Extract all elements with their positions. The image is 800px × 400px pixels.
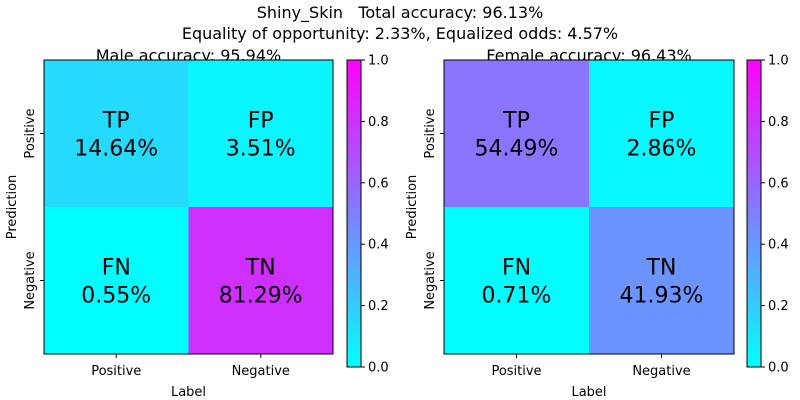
female-cell-fp-percent: 2.86% [627, 137, 697, 162]
female-cell-fn-percent: 0.71% [482, 284, 552, 309]
male-cell-tn-name: TN [245, 256, 276, 281]
male-cell-fp [188, 60, 333, 207]
female-xtick-label: Positive [491, 364, 541, 379]
female-ytick-label: Positive [423, 108, 438, 158]
male-xtick-label: Positive [91, 364, 141, 379]
male-colorbar-tick-label: 0.0 [368, 361, 389, 376]
female-colorbar: 0.0 0.2 0.4 0.6 0.8 1.0 [746, 54, 789, 376]
female-colorbar-tick-label: 0.0 [768, 361, 789, 376]
female-colorbar-tick-label: 0.2 [768, 299, 789, 314]
male-colorbar-tick-label: 0.2 [368, 299, 389, 314]
female-colorbar-tick-label: 1.0 [768, 54, 789, 69]
female-colorbar-tick-label: 0.6 [768, 176, 789, 191]
female-colorbar-tick-label: 0.4 [768, 238, 789, 253]
female-cell-tn-percent: 41.93% [620, 284, 704, 309]
female-cell-tp-percent: 54.49% [475, 137, 559, 162]
female-axes-frame [443, 59, 735, 355]
female-ylabel: Prediction [405, 175, 420, 240]
female-ytick-label: Negative [423, 251, 438, 309]
female-cell-fp-name: FP [649, 109, 675, 134]
female-colorbar-gradient [746, 59, 762, 368]
male-cell-fn-percent: 0.55% [81, 284, 151, 309]
figure-title-line2: Equality of opportunity: 2.33%, Equalize… [181, 24, 619, 43]
male-heatmap: TP 14.64% FP 3.51% FN 0.55% TN 81.29% Positive Ne… [5, 59, 334, 400]
male-colorbar-tick-label: 1.0 [368, 54, 389, 69]
male-xtick-label: Negative [232, 364, 290, 379]
female-heatmap: TP 54.49% FP 2.86% FN 0.71% TN 41.93% Positive Ne… [405, 59, 735, 400]
male-cell-tn-percent: 81.29% [219, 284, 303, 309]
male-cell-fn [44, 207, 189, 354]
male-cell-fp-name: FP [248, 109, 274, 134]
male-cell-tp-name: TP [102, 109, 130, 134]
male-cell-fp-percent: 3.51% [226, 137, 296, 162]
female-colorbar-tick-label: 0.8 [768, 115, 789, 130]
male-colorbar-tick-label: 0.6 [368, 176, 389, 191]
female-xtick-label: Negative [632, 364, 690, 379]
male-xlabel: Label [171, 385, 206, 400]
male-cell-fn-name: FN [102, 256, 131, 281]
male-cell-tn [188, 207, 333, 354]
female-cell-fn-name: FN [502, 256, 531, 281]
figure-title-line1: Shiny_Skin Total accuracy: 96.13% [256, 3, 544, 22]
male-ytick-label: Negative [23, 251, 38, 309]
male-ylabel: Prediction [5, 175, 20, 240]
male-cell-tp [44, 60, 189, 207]
female-cell-tp-name: TP [502, 109, 530, 134]
female-cell-fp [589, 60, 734, 207]
female-cell-fn [444, 207, 589, 354]
male-colorbar-gradient [346, 59, 362, 368]
female-cell-tp [444, 60, 589, 207]
male-ytick-label: Positive [23, 108, 38, 158]
male-colorbar: 0.0 0.2 0.4 0.6 0.8 1.0 [346, 54, 389, 376]
male-colorbar-tick-label: 0.8 [368, 115, 389, 130]
female-cell-tn [589, 207, 734, 354]
female-xlabel: Label [571, 385, 606, 400]
male-colorbar-tick-label: 0.4 [368, 238, 389, 253]
male-axes-frame [43, 59, 334, 355]
male-cell-tp-percent: 14.64% [74, 137, 158, 162]
female-cell-tn-name: TN [646, 256, 677, 281]
